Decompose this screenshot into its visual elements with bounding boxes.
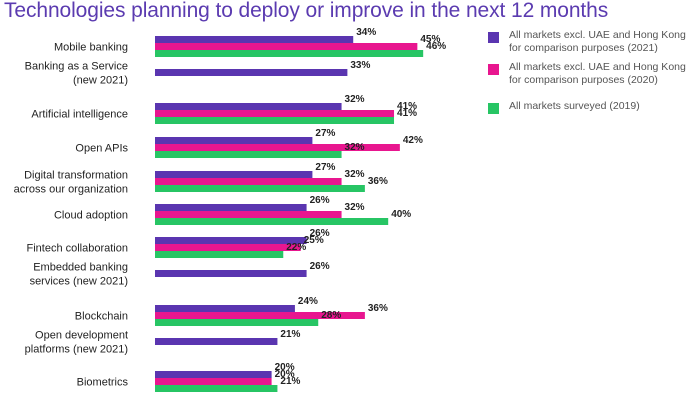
value-label-blockchain-series-1: 24% (298, 296, 318, 307)
bar-mobile-banking-series-1 (155, 36, 354, 43)
bar-fintech-collaboration-series-2 (155, 244, 301, 251)
legend-item-series-3: All markets surveyed (2019) (488, 100, 700, 114)
bar-cloud-adoption-series-3 (155, 218, 389, 225)
value-label-artificial-intelligence-series-1: 32% (345, 94, 365, 105)
category-label-fintech-collaboration: Fintech collaboration (26, 243, 128, 255)
bar-digital-transformation-across-our-organization-series-1 (155, 171, 313, 178)
legend-label: All markets excl. UAE and Hong Kong for c… (509, 29, 686, 54)
bar-embedded-banking-services-new-2021-series-1 (155, 270, 307, 277)
value-label-open-apis-series-2: 42% (403, 135, 423, 146)
bar-blockchain-series-3 (155, 319, 319, 326)
value-label-cloud-adoption-series-1: 26% (310, 195, 330, 206)
bar-digital-transformation-across-our-organization-series-2 (155, 178, 342, 185)
bar-fintech-collaboration-series-1 (155, 237, 307, 244)
bar-fintech-collaboration-series-3 (155, 251, 284, 258)
value-label-cloud-adoption-series-2: 32% (345, 202, 365, 213)
value-label-open-apis-series-3: 32% (345, 142, 365, 153)
bar-artificial-intelligence-series-3 (155, 117, 395, 124)
bar-open-apis-series-1 (155, 137, 313, 144)
bar-mobile-banking-series-2 (155, 43, 418, 50)
category-label-cloud-adoption: Cloud adoption (54, 210, 128, 222)
bar-artificial-intelligence-series-2 (155, 110, 395, 117)
bar-open-development-platforms-new-2021-series-1 (155, 338, 278, 345)
category-label-embedded-banking-services-new-2021: Embedded banking services (new 2021) (30, 262, 128, 288)
bar-digital-transformation-across-our-organization-series-3 (155, 185, 365, 192)
legend-swatch (488, 32, 499, 43)
value-label-cloud-adoption-series-3: 40% (391, 209, 411, 220)
bar-banking-as-a-service-new-2021-series-1 (155, 69, 348, 76)
value-label-biometrics-series-3: 21% (280, 376, 300, 387)
category-label-blockchain: Blockchain (75, 311, 128, 323)
value-label-biometrics-series-2: 20% (275, 369, 295, 380)
category-label-banking-as-a-service-new-2021: Banking as a Service (new 2021) (25, 61, 128, 87)
category-label-open-apis: Open APIs (75, 143, 128, 155)
category-label-artificial-intelligence: Artificial intelligence (31, 109, 128, 121)
value-label-mobile-banking-series-1: 34% (356, 27, 376, 38)
value-label-open-apis-series-1: 27% (315, 128, 335, 139)
bar-artificial-intelligence-series-1 (155, 103, 342, 110)
value-label-fintech-collaboration-series-1: 26% (310, 228, 330, 239)
bar-biometrics-series-3 (155, 385, 278, 392)
category-label-digital-transformation-across-our-organization: Digital transformation across our organiz… (14, 170, 128, 196)
category-label-biometrics: Biometrics (77, 377, 129, 389)
bar-open-apis-series-2 (155, 144, 400, 151)
value-label-blockchain-series-2: 36% (368, 303, 388, 314)
category-label-open-development-platforms-new-2021: Open development platforms (new 2021) (25, 330, 128, 356)
chart-title: Technologies planning to deploy or impro… (4, 0, 609, 22)
value-label-fintech-collaboration-series-2: 25% (304, 235, 324, 246)
bar-cloud-adoption-series-1 (155, 204, 307, 211)
legend-swatch (488, 103, 499, 114)
value-label-fintech-collaboration-series-3: 22% (286, 242, 306, 253)
value-label-mobile-banking-series-3: 46% (426, 41, 446, 52)
value-label-open-development-platforms-new-2021-series-1: 21% (280, 329, 300, 340)
bar-blockchain-series-2 (155, 312, 365, 319)
bar-open-apis-series-3 (155, 151, 342, 158)
bar-blockchain-series-1 (155, 305, 295, 312)
bar-mobile-banking-series-3 (155, 50, 424, 57)
bar-biometrics-series-1 (155, 371, 272, 378)
bar-biometrics-series-2 (155, 378, 272, 385)
value-label-digital-transformation-across-our-organization-series-2: 32% (345, 169, 365, 180)
legend-item-series-1: All markets excl. UAE and Hong Kong for c… (488, 29, 700, 55)
value-label-digital-transformation-across-our-organization-series-1: 27% (315, 162, 335, 173)
legend-item-series-2: All markets excl. UAE and Hong Kong for c… (488, 61, 700, 87)
legend-swatch (488, 64, 499, 75)
value-label-blockchain-series-3: 28% (321, 310, 341, 321)
value-label-biometrics-series-1: 20% (275, 362, 295, 373)
value-label-mobile-banking-series-2: 45% (420, 34, 440, 45)
value-label-banking-as-a-service-new-2021-series-1: 33% (350, 60, 370, 71)
value-label-artificial-intelligence-series-3: 41% (397, 108, 417, 119)
legend-label: All markets surveyed (2019) (509, 100, 640, 112)
category-label-mobile-banking: Mobile banking (54, 42, 128, 54)
legend-label: All markets excl. UAE and Hong Kong for c… (509, 61, 686, 86)
value-label-embedded-banking-services-new-2021-series-1: 26% (310, 261, 330, 272)
value-label-artificial-intelligence-series-2: 41% (397, 101, 417, 112)
value-label-digital-transformation-across-our-organization-series-3: 36% (368, 176, 388, 187)
bar-cloud-adoption-series-2 (155, 211, 342, 218)
